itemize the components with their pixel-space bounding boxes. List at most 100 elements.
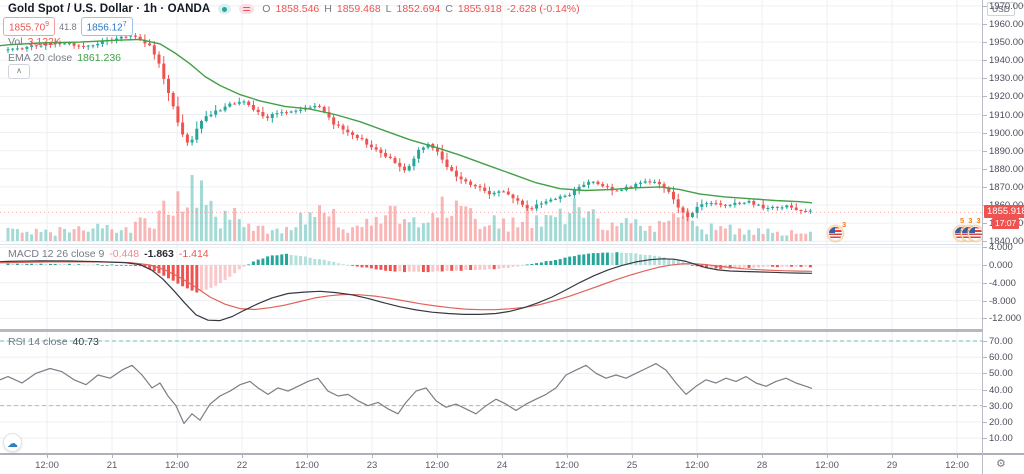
price-chart-canvas[interactable] [0,0,982,474]
time-tick-label: 21 [106,460,118,471]
axis-tick-mark [983,186,987,188]
axis-tick-mark [983,60,987,62]
axis-tick-mark [112,455,113,458]
cloud-icon: ☁ [7,438,18,450]
price-tick-label: 1840.000 [989,236,1024,248]
time-axis[interactable]: 12:00 21 12:00 22 12:00 23 12:00 24 12:00 25 12:00… [0,453,982,474]
price-tick-label: 1900.000 [989,127,1024,139]
low-value: 1852.694 [396,3,441,15]
alerts-icon[interactable] [239,4,255,14]
currency-toggle-button[interactable]: USD [987,2,1015,16]
axis-tick-mark [983,168,987,170]
axis-tick-mark [47,455,48,458]
cloud-event-button[interactable]: ☁ [3,433,22,452]
price-tick-label: 1930.000 [989,73,1024,85]
axis-tick-mark [983,373,987,375]
time-tick-label: 24 [496,460,508,471]
open-label: O [262,3,271,15]
rsi-tick-label: 20.00 [989,416,1013,428]
ohlc-readout: O 1858.546 H 1859.468 L 1852.694 C 1855.918 … [262,3,579,15]
macd-tick-label: -8.000 [989,295,1016,307]
axis-tick-mark [697,455,698,458]
event-marker-cluster[interactable]: 5 3 3 [948,216,984,241]
time-tick-label: 12:00 [555,460,579,471]
rsi-tick-label: 40.00 [989,384,1013,396]
axis-tick-mark [983,241,987,243]
macd-tick-label: 4.000 [989,242,1013,254]
collapse-indicators-button[interactable]: ∧ [8,64,30,79]
symbol-title[interactable]: Gold Spot / U.S. Dollar · 1h · OANDA [8,3,211,15]
change-value: -2.628 (-0.14%) [506,3,580,15]
open-value: 1858.546 [275,3,320,15]
close-label: C [445,3,453,15]
axis-tick-mark [983,150,987,152]
close-value: 1855.918 [457,3,502,15]
bar-countdown-badge: 17:07 [992,218,1020,230]
axis-tick-mark [632,455,633,458]
axis-corner: ⚙ [982,453,1024,474]
macd-signal-value: -1.414 [178,248,209,260]
chevron-up-icon: ∧ [16,66,22,75]
us-flag-icon [828,226,843,241]
spread-value: 41.8 [59,21,77,32]
axis-tick-mark [372,455,373,458]
price-tick-label: 1880.000 [989,163,1024,175]
macd-tick-label: -4.000 [989,277,1016,289]
price-tick-label: 1950.000 [989,37,1024,49]
sell-button[interactable]: 1855.709 [3,17,56,37]
buy-button[interactable]: 1856.127 [80,17,133,37]
axis-tick-mark [983,5,987,7]
rsi-tick-label: 50.00 [989,368,1013,380]
last-price-badge: 1855.918 [984,205,1024,219]
axis-tick-mark [983,357,987,359]
time-tick-label: 12:00 [685,460,709,471]
price-tick-label: 1960.000 [989,19,1024,30]
time-tick-label: 12:00 [945,460,969,471]
rsi-tick-label: 30.00 [989,400,1013,412]
axis-tick-mark [983,132,987,134]
price-tick-label: 1920.000 [989,91,1024,103]
axis-tick-mark [437,455,438,458]
gear-icon[interactable]: ⚙ [996,458,1006,470]
high-label: H [324,3,332,15]
axis-tick-mark [983,78,987,80]
event-counts: 5 3 3 [960,216,982,225]
macd-tick-label: 0.000 [989,260,1013,271]
axis-tick-mark [983,421,987,423]
axis-tick-mark [983,114,987,116]
axis-tick-mark [983,341,987,342]
macd-legend[interactable]: MACD 12 26 close 9 -0.448 -1.863 -1.414 [8,248,209,260]
rsi-tick-label: 70.00 [989,336,1013,347]
ema-label: EMA 20 close [8,52,73,64]
axis-tick-mark [762,455,763,458]
ema-legend[interactable]: EMA 20 close 1861.236 [8,52,121,64]
axis-tick-mark [983,223,987,225]
price-tick-label: 1890.000 [989,145,1024,157]
event-marker[interactable]: 3 [828,220,858,241]
rsi-legend[interactable]: RSI 14 close 40.73 [8,336,99,348]
macd-tick-label: -12.000 [989,313,1022,325]
price-tick-label: 1940.000 [989,55,1024,67]
axis-tick-mark [502,455,503,458]
event-count: 3 [842,220,848,229]
low-label: L [385,3,392,15]
rsi-tick-label: 60.00 [989,352,1013,364]
market-status-icon[interactable] [218,4,232,14]
rsi-value: 40.73 [72,336,99,348]
volume-legend[interactable]: Vol 3.122K [8,36,61,48]
time-tick-label: 25 [626,460,638,471]
panel-separator-main-macd[interactable] [0,244,982,245]
axis-tick-mark [567,455,568,458]
axis-tick-mark [983,438,987,440]
price-tick-label: 1910.000 [989,109,1024,121]
macd-label: MACD 12 26 close 9 [8,248,105,260]
axis-tick-mark [307,455,308,458]
panel-separator-macd-rsi[interactable] [0,329,982,332]
axis-tick-mark [983,405,987,407]
price-axis[interactable]: USD 1855.918 17:07 1970.000 1960.000 1950.… [982,0,1024,453]
axis-tick-mark [242,455,243,458]
rsi-label: RSI 14 close [8,336,68,348]
axis-tick-mark [892,455,893,458]
ema-value: 1861.236 [77,52,121,64]
